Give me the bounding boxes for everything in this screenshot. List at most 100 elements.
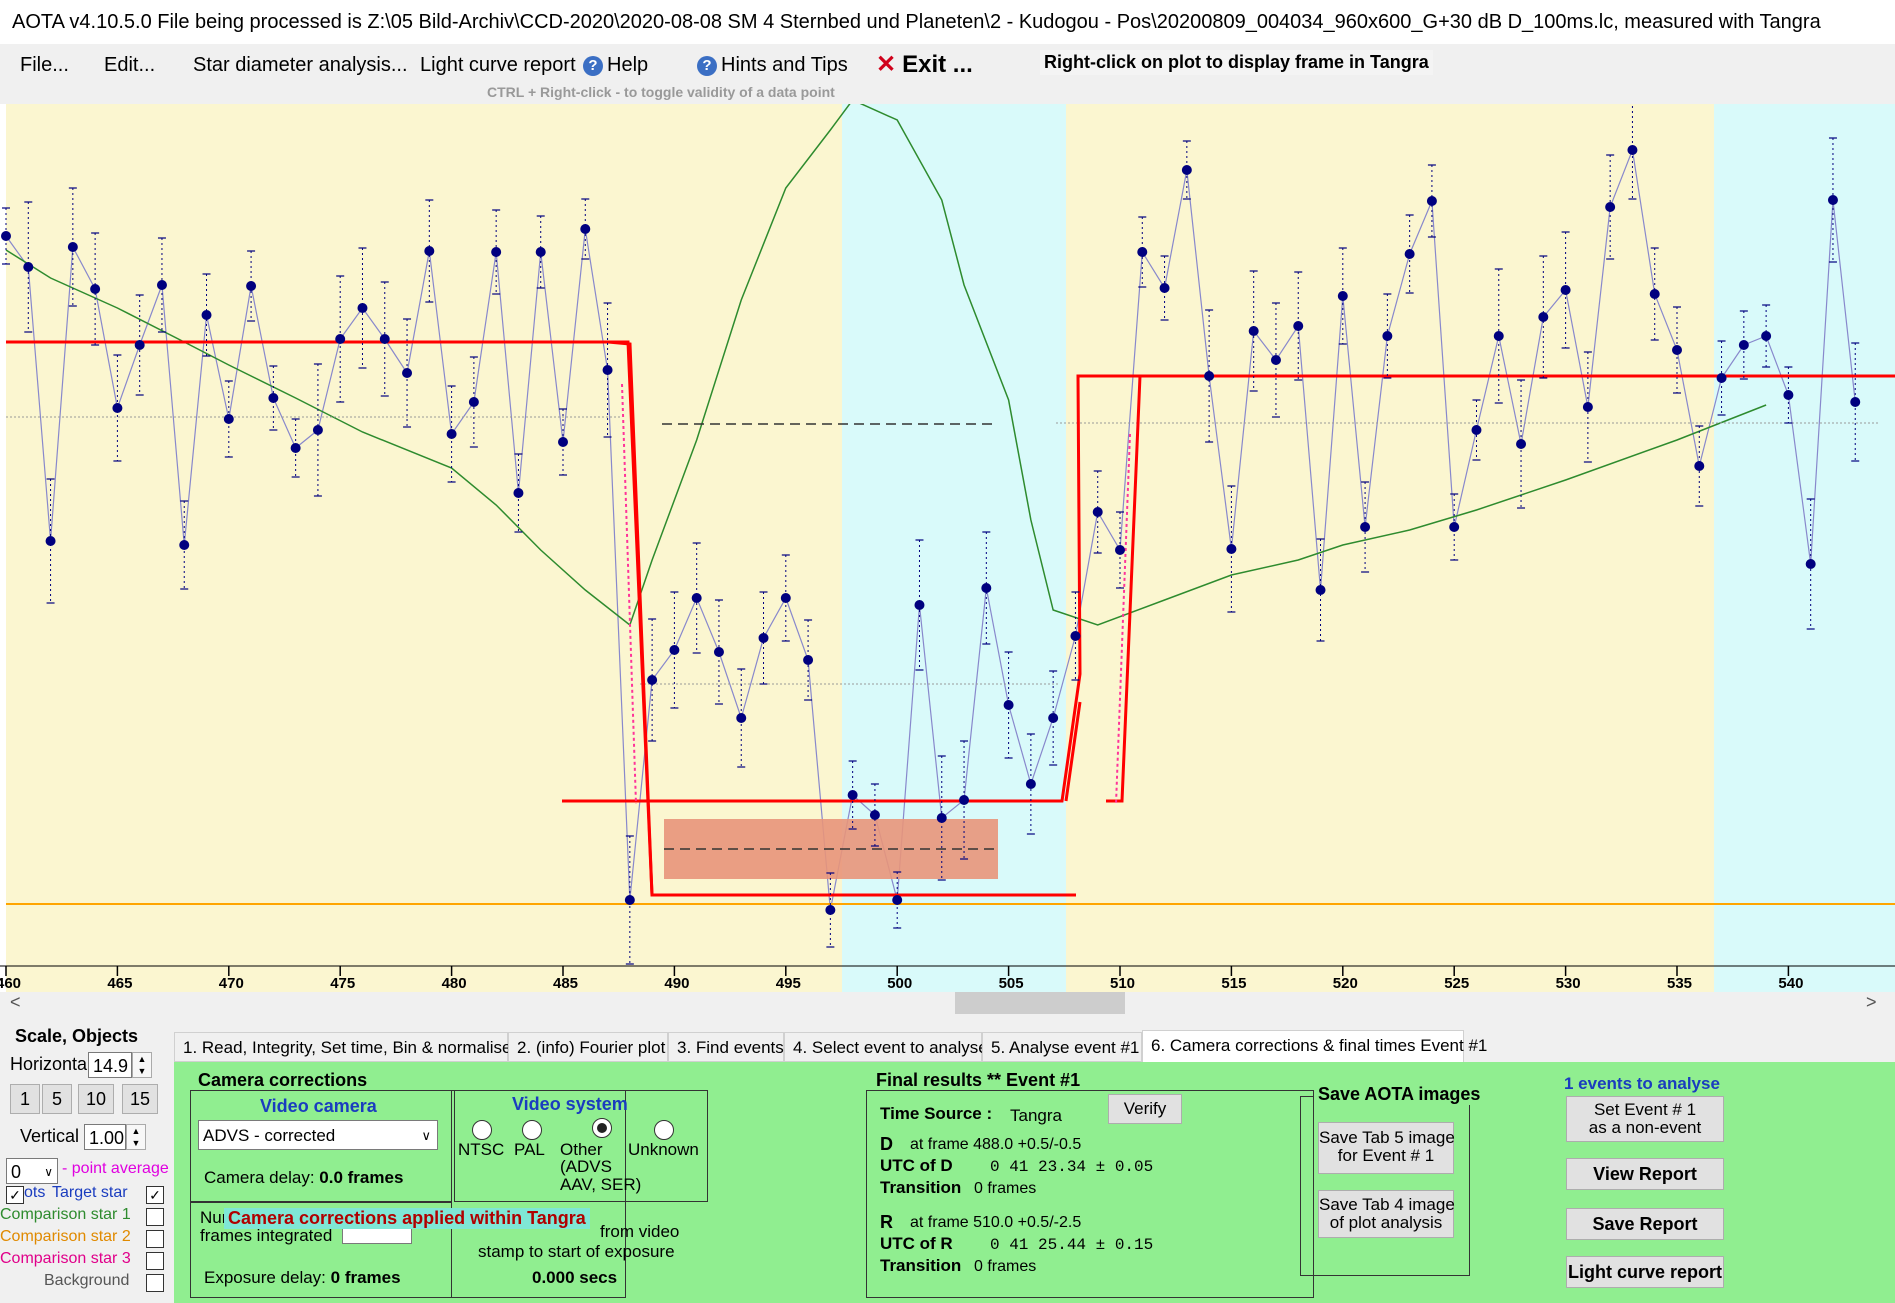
menu-hints[interactable]: ? Hints and Tips xyxy=(697,54,848,77)
data-point xyxy=(1471,425,1482,435)
view-report-button[interactable]: View Report xyxy=(1566,1158,1724,1190)
light-curve-svg[interactable]: 460 465 470 475 480 485 490 495 500 505 510 515 520 5… xyxy=(0,99,1895,992)
plot-scrollbar[interactable]: < > xyxy=(0,992,1895,1014)
final-results-title: Final results ** Event #1 xyxy=(876,1070,1081,1090)
data-point xyxy=(1204,371,1215,381)
point-average-select[interactable]: 0 ∨ xyxy=(6,1158,58,1184)
comparison-star-1-checkbox[interactable] xyxy=(146,1208,164,1226)
data-point xyxy=(1092,507,1103,517)
background-checkbox[interactable] xyxy=(146,1274,164,1292)
comparison-star-3-checkbox[interactable] xyxy=(146,1252,164,1270)
menu-light-curve-report[interactable]: Light curve report xyxy=(420,54,576,76)
x-axis-tick-label: 480 xyxy=(442,975,467,992)
scale-objects-panel: Scale, Objects Horizontal 14.9 ▲ ▼ 1 5 10… xyxy=(0,1022,172,1303)
camera-select[interactable]: ADVS - corrected ∨ xyxy=(198,1120,438,1150)
comparison-star-2-checkbox[interactable] xyxy=(146,1230,164,1248)
save-report-button[interactable]: Save Report xyxy=(1566,1208,1724,1240)
save-images-title: Save AOTA images xyxy=(1314,1084,1485,1105)
data-point xyxy=(1270,355,1281,365)
light-curve-report-button[interactable]: Light curve report xyxy=(1566,1256,1724,1288)
save-tab5-button[interactable]: Save Tab 5 image for Event # 1 xyxy=(1318,1122,1455,1174)
other-radio[interactable] xyxy=(592,1118,612,1138)
ntsc-label: NTSC xyxy=(458,1140,505,1159)
vertical-scale-input[interactable]: 1.00 xyxy=(84,1124,126,1150)
events-count-label: 1 events to analyse xyxy=(1564,1074,1720,1093)
plots-checkbox[interactable]: ✓ xyxy=(6,1186,24,1204)
video-system-title: Video system xyxy=(512,1094,628,1114)
exposure-delay-value: 0 frames xyxy=(330,1268,401,1287)
vertical-spinner[interactable]: ▲ ▼ xyxy=(126,1124,146,1150)
data-point xyxy=(357,303,368,313)
tab-analyse-event[interactable]: 5. Analyse event #1 xyxy=(982,1032,1142,1062)
data-point xyxy=(134,340,145,350)
target-star-checkbox[interactable]: ✓ xyxy=(146,1186,164,1204)
menu-star-diameter[interactable]: Star diameter analysis... xyxy=(193,54,408,76)
r-frame: at frame 510.0 +0.5/-2.5 xyxy=(910,1214,1082,1231)
x-axis-tick-label: 525 xyxy=(1444,975,1469,992)
scroll-right-arrow[interactable]: > xyxy=(1866,992,1877,1012)
scale-10-button[interactable]: 10 xyxy=(78,1084,114,1114)
scroll-left-arrow[interactable]: < xyxy=(10,992,21,1012)
menu-edit[interactable]: Edit... xyxy=(104,54,156,76)
data-point xyxy=(1070,631,1081,641)
pal-label: PAL xyxy=(514,1140,545,1159)
transition-2-value: 0 frames xyxy=(974,1258,1037,1275)
chevron-down-icon: ∨ xyxy=(421,1128,431,1143)
light-curve-plot[interactable]: 460 465 470 475 480 485 490 495 500 505 510 515 520 5… xyxy=(0,99,1895,992)
horizontal-spinner[interactable]: ▲ ▼ xyxy=(132,1052,152,1078)
data-point xyxy=(402,368,413,378)
data-point xyxy=(1360,522,1371,532)
close-icon: ✕ xyxy=(876,51,897,78)
r-label: R xyxy=(880,1212,893,1232)
horizontal-scale-input[interactable]: 14.9 xyxy=(88,1052,132,1078)
data-point xyxy=(223,414,234,424)
verify-button[interactable]: Verify xyxy=(1108,1094,1182,1124)
data-point xyxy=(1159,283,1170,293)
set-non-event-button[interactable]: Set Event # 1 as a non-event xyxy=(1566,1096,1724,1142)
data-point xyxy=(1226,544,1237,554)
tab-fourier[interactable]: 2. (info) Fourier plot xyxy=(508,1032,668,1062)
tab-select-event[interactable]: 4. Select event to analyse xyxy=(784,1032,988,1062)
data-point xyxy=(1449,522,1460,532)
scale-1-button[interactable]: 1 xyxy=(10,1084,40,1114)
data-point xyxy=(1137,247,1148,257)
data-point xyxy=(1426,196,1437,206)
tab-read-integrity[interactable]: 1. Read, Integrity, Set time, Bin & norm… xyxy=(174,1032,512,1062)
d-frame: at frame 488.0 +0.5/-0.5 xyxy=(910,1136,1082,1153)
data-point xyxy=(1605,202,1616,212)
save-tab4-button[interactable]: Save Tab 4 image of plot analysis xyxy=(1318,1190,1455,1238)
comparison-star-2-label: Comparison star 2 xyxy=(0,1228,131,1245)
tab-find-events[interactable]: 3. Find events xyxy=(668,1032,784,1062)
scale-15-button[interactable]: 15 xyxy=(122,1084,158,1114)
transition-1-label: Transition xyxy=(880,1178,962,1197)
data-point xyxy=(1048,713,1059,723)
camera-delay-label: Camera delay: 0.0 frames xyxy=(204,1168,403,1188)
menu-exit[interactable]: ✕ Exit ... xyxy=(876,50,973,79)
model-curve-r-inner xyxy=(1106,375,1142,803)
video-camera-group xyxy=(190,1090,452,1202)
scroll-thumb[interactable] xyxy=(955,992,1125,1014)
tab-camera-corrections[interactable]: 6. Camera corrections & final times Even… xyxy=(1142,1030,1487,1062)
pal-radio[interactable] xyxy=(522,1120,542,1140)
ntsc-radio[interactable] xyxy=(472,1120,492,1140)
utc-d-label: UTC of D xyxy=(880,1156,953,1175)
x-axis-tick-label: 505 xyxy=(999,975,1024,992)
data-point xyxy=(335,334,346,344)
menu-help[interactable]: ? Help xyxy=(583,54,648,77)
data-point xyxy=(1716,373,1727,383)
menu-file[interactable]: File... xyxy=(20,54,69,76)
data-point xyxy=(1672,345,1682,355)
data-point xyxy=(468,397,479,407)
transition-d-dotted xyxy=(621,383,637,805)
data-point xyxy=(446,429,457,439)
x-axis-tick-label: 540 xyxy=(1778,975,1803,992)
data-point xyxy=(1115,545,1125,555)
utc-d-value: 0 41 23.34 ± 0.05 xyxy=(990,1158,1154,1176)
utc-r-label: UTC of R xyxy=(880,1234,953,1253)
frames-integrated-label-b: frames integrated xyxy=(200,1226,333,1245)
camera-corrections-panel: Camera corrections Video camera ADVS - c… xyxy=(174,1062,1895,1303)
unknown-radio[interactable] xyxy=(654,1120,674,1140)
data-point xyxy=(424,246,435,256)
scale-5-button[interactable]: 5 xyxy=(42,1084,72,1114)
other-detail: (ADVS AAV, SER) xyxy=(560,1157,642,1194)
